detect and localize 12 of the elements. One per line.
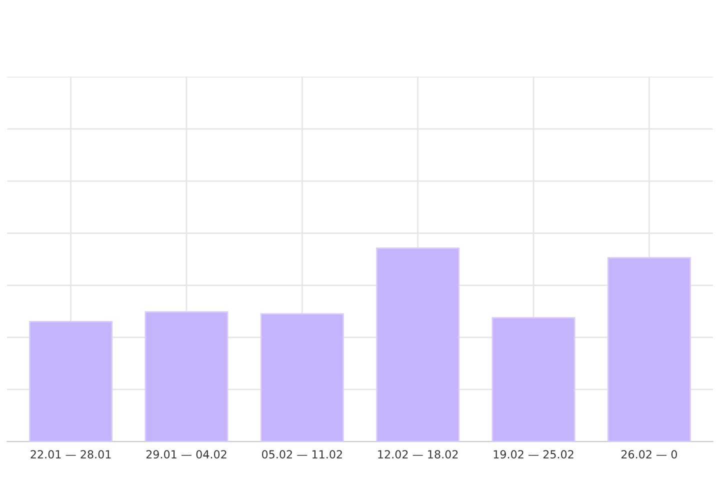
bar [376,247,460,442]
x-tick-label: 19.02 — 25.02 [494,450,574,459]
x-tick-label: 22.01 — 28.01 [30,450,111,459]
x-tick-label: 12.02 — 18.02 [378,450,458,459]
bar [607,257,691,442]
x-tick-label: 05.02 — 11.02 [262,450,342,459]
bar [492,317,576,442]
x-tick-label: 26.02 — 0 [621,450,677,459]
bar [29,320,113,442]
bar [260,313,344,442]
x-tick-label: 29.01 — 04.02 [146,450,226,459]
bar [144,311,228,442]
